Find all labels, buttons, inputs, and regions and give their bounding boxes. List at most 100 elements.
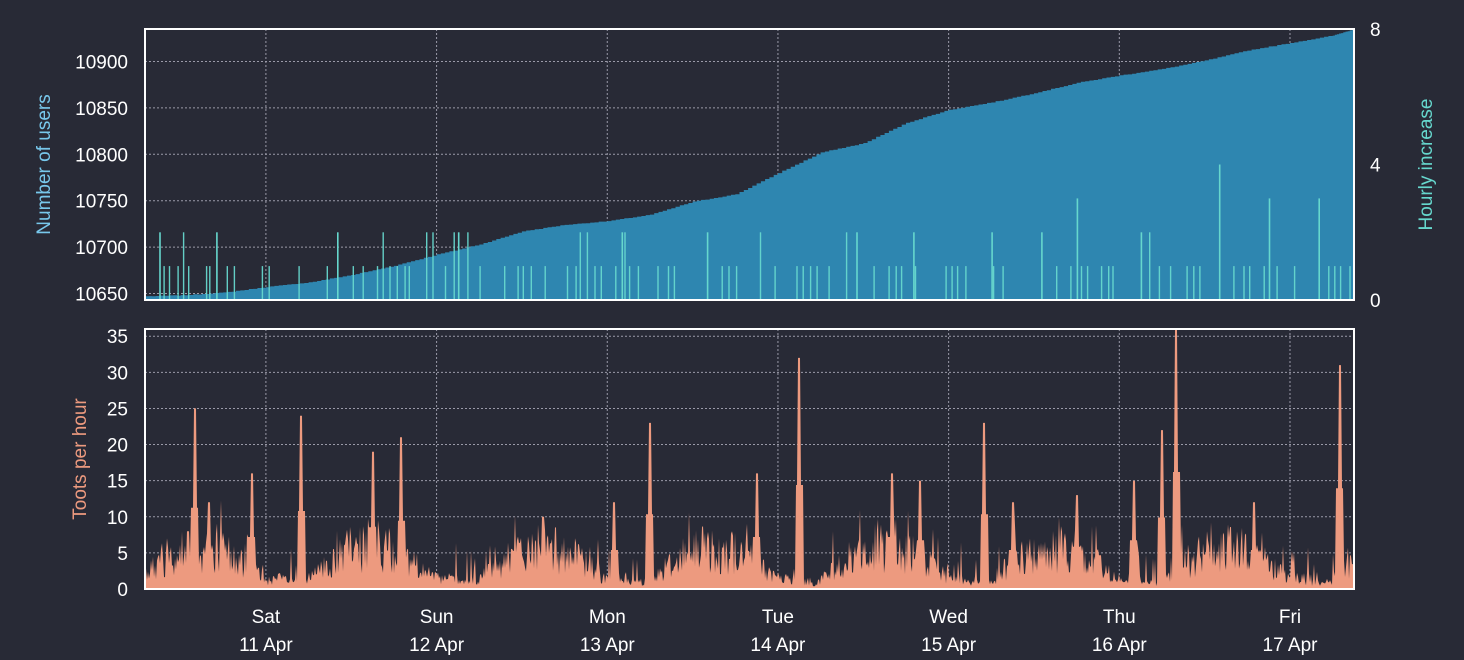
users-tick-label: 10800 bbox=[75, 145, 128, 166]
hourly-bar-peak bbox=[706, 232, 709, 301]
hourly-bar bbox=[404, 266, 406, 300]
hourly-bar bbox=[728, 266, 730, 300]
hourly-bar bbox=[205, 266, 208, 300]
hourly-bar bbox=[667, 266, 670, 300]
hourly-bar bbox=[1086, 266, 1089, 300]
hourly-bar bbox=[1080, 266, 1083, 300]
hourly-bar-peak bbox=[913, 232, 915, 301]
hourly-bar bbox=[575, 266, 577, 300]
hourly-bar-peak bbox=[457, 232, 460, 301]
hourly-increase-bars bbox=[159, 164, 1351, 301]
hourly-bar bbox=[444, 266, 447, 300]
hourly-bar bbox=[888, 266, 890, 300]
toots-tick-label: 10 bbox=[107, 508, 128, 529]
hourly-bar bbox=[389, 266, 391, 300]
hourly-bar-peak bbox=[991, 232, 993, 301]
hourly-bar bbox=[914, 266, 917, 300]
hourly-bar bbox=[188, 266, 190, 300]
users-tick-label: 10900 bbox=[75, 53, 128, 74]
users-panel-frame bbox=[144, 28, 1355, 301]
hourly-bar bbox=[517, 266, 519, 300]
hourly-bar bbox=[1276, 266, 1278, 300]
hourly-bar bbox=[796, 266, 798, 300]
hourly-bar bbox=[1056, 266, 1058, 300]
hourly-bar bbox=[362, 266, 364, 300]
hourly-bar bbox=[261, 266, 264, 300]
hourly-bar bbox=[895, 266, 897, 300]
hourly-tick-label: 8 bbox=[1370, 20, 1381, 41]
hourly-bar-peak bbox=[216, 232, 218, 301]
hourly-bar-peak bbox=[159, 232, 161, 301]
hourly-bar bbox=[1339, 266, 1342, 300]
hourly-bar bbox=[226, 266, 228, 300]
hourly-bar bbox=[1349, 266, 1351, 300]
hourly-bar bbox=[774, 266, 776, 300]
hourly-bar bbox=[673, 266, 676, 300]
toots-tick-label: 30 bbox=[107, 363, 128, 384]
hourly-bar bbox=[298, 266, 300, 300]
hourly-bar bbox=[992, 266, 995, 300]
hourly-bar-peak bbox=[1318, 198, 1320, 300]
hourly-bar bbox=[1263, 266, 1265, 300]
toots-area bbox=[145, 329, 1354, 589]
hourly-bar-peak bbox=[856, 232, 858, 301]
hourly-bar bbox=[408, 266, 410, 300]
hourly-bar bbox=[209, 266, 211, 300]
hourly-bar-peak bbox=[1041, 232, 1043, 301]
hourly-bar bbox=[467, 232, 469, 301]
hourly-bar bbox=[233, 266, 236, 300]
x-tick-day: Sun bbox=[420, 607, 454, 628]
hourly-bar-peak bbox=[1140, 232, 1143, 301]
hourly-bar bbox=[1328, 266, 1330, 300]
hourly-bar-peak bbox=[1268, 198, 1271, 300]
hourly-tick-label: 4 bbox=[1370, 156, 1381, 177]
hourly-bar bbox=[432, 232, 434, 301]
hourly-bar bbox=[816, 266, 818, 300]
users-tick-label: 10700 bbox=[75, 238, 128, 259]
hourly-bar bbox=[504, 266, 506, 300]
hourly-bar bbox=[168, 266, 171, 300]
users-tick-label: 10650 bbox=[75, 285, 128, 306]
hourly-bar bbox=[1293, 266, 1296, 300]
hourly-bar bbox=[1149, 232, 1151, 301]
hourly-bar bbox=[453, 232, 455, 301]
hourly-bar bbox=[657, 266, 659, 300]
hourly-bar bbox=[624, 232, 626, 301]
toots-tick-label: 20 bbox=[107, 436, 128, 457]
hourly-bar bbox=[352, 266, 354, 300]
toots-tick-label: 0 bbox=[117, 580, 128, 601]
hourly-bar bbox=[1199, 266, 1201, 300]
hourly-bar bbox=[579, 232, 581, 301]
hourly-bar bbox=[1249, 266, 1251, 300]
x-tick-date: 13 Apr bbox=[580, 635, 636, 656]
users-tick-label: 10750 bbox=[75, 192, 128, 213]
hourly-bar bbox=[1112, 266, 1114, 300]
hourly-bar-peak bbox=[1076, 198, 1079, 300]
hourly-bar bbox=[586, 232, 589, 301]
hourly-bar bbox=[182, 232, 185, 301]
hourly-bar bbox=[1233, 266, 1235, 300]
hourly-bar bbox=[828, 266, 830, 300]
hourly-bar bbox=[802, 266, 804, 300]
hourly-bar bbox=[615, 266, 617, 300]
hourly-bar bbox=[600, 266, 602, 300]
x-tick-day: Mon bbox=[589, 607, 626, 628]
hourly-bar bbox=[759, 232, 762, 301]
hourly-bar bbox=[1070, 266, 1072, 300]
hourly-bar bbox=[809, 266, 812, 300]
hourly-bar bbox=[1334, 266, 1336, 300]
hourly-bar bbox=[956, 266, 959, 300]
hourly-bar bbox=[544, 266, 546, 300]
toots-tick-label: 35 bbox=[107, 327, 128, 348]
hourly-axis-title: Hourly increase bbox=[1416, 99, 1437, 231]
hourly-bar bbox=[163, 266, 165, 300]
hourly-bar bbox=[594, 266, 596, 300]
hourly-bar bbox=[1243, 266, 1245, 300]
hourly-bar bbox=[1002, 266, 1004, 300]
hourly-bar bbox=[1108, 266, 1110, 300]
hourly-bar bbox=[951, 266, 953, 300]
hourly-bar-peak bbox=[337, 232, 339, 301]
toots-tick-label: 5 bbox=[117, 544, 128, 565]
